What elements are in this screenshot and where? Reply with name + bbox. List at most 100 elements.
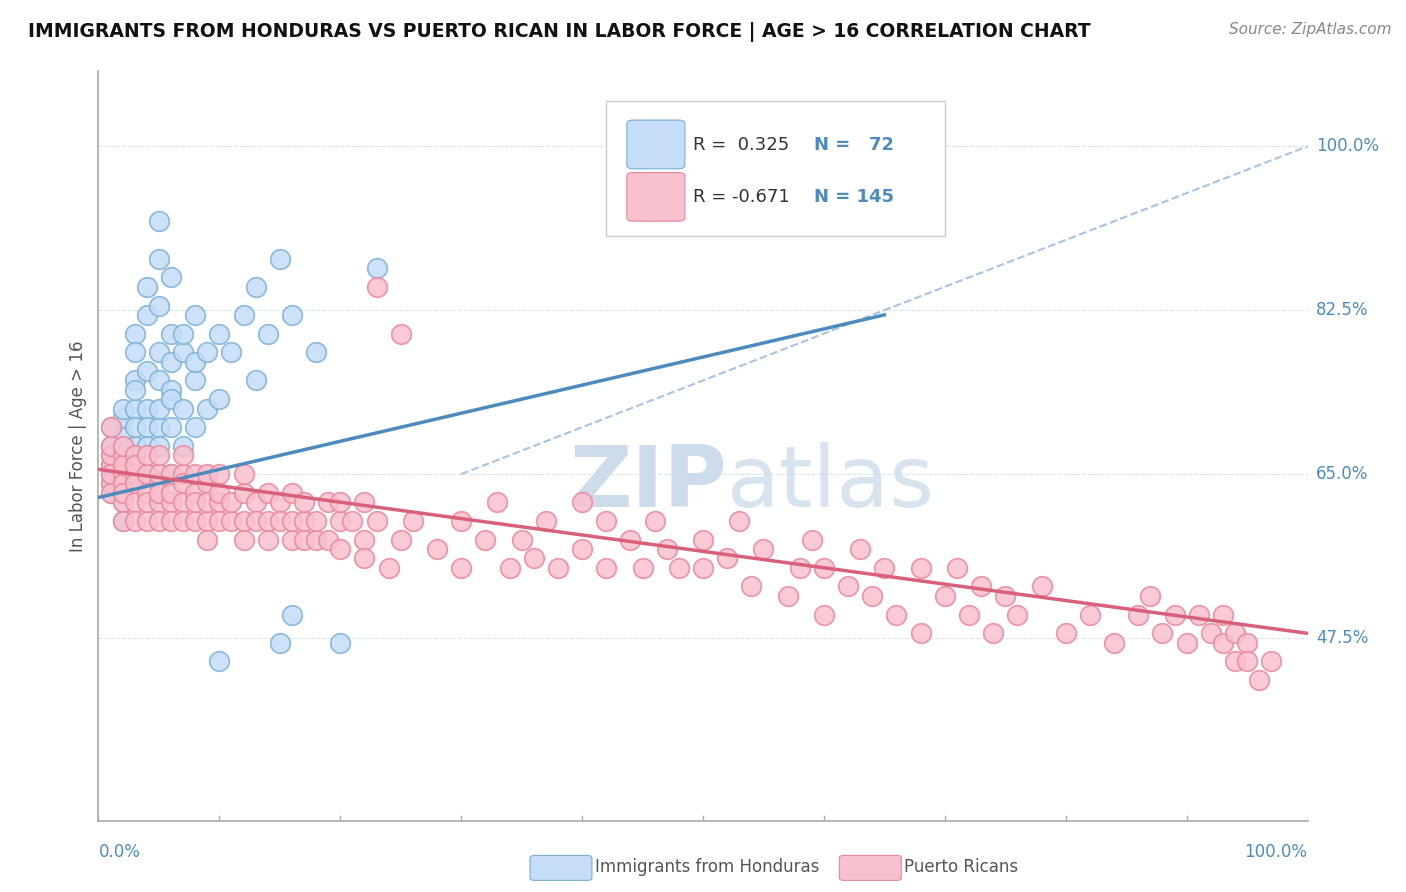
Text: 65.0%: 65.0% [1316,465,1368,483]
Point [160,467,183,482]
Point [813,561,835,575]
Point [184,420,207,434]
Point [124,374,146,388]
Point [160,355,183,369]
Point [172,449,194,463]
Point [135,467,157,482]
Point [148,345,170,359]
Point [111,411,134,425]
Point [571,495,593,509]
Point [111,495,134,509]
Point [776,589,799,603]
Point [800,533,823,547]
Point [329,495,352,509]
Point [160,326,183,341]
Point [1139,589,1161,603]
Point [208,655,231,669]
Point [208,514,231,528]
Point [124,467,146,482]
Point [100,458,122,472]
Point [160,270,183,285]
Point [111,401,134,416]
Point [631,561,654,575]
Point [160,467,183,482]
Point [100,420,122,434]
Text: Puerto Ricans: Puerto Ricans [904,858,1018,876]
Point [148,439,170,453]
Point [377,561,399,575]
Point [523,551,546,566]
Point [208,485,231,500]
Point [1249,673,1271,688]
Point [111,430,134,444]
Point [752,542,775,557]
Point [860,589,883,603]
Point [124,476,146,491]
Point [1102,636,1125,650]
Point [208,392,231,407]
Point [148,401,170,416]
Point [100,476,122,491]
Text: Immigrants from Honduras: Immigrants from Honduras [595,858,820,876]
Point [160,420,183,434]
Point [281,607,304,622]
Point [353,495,375,509]
Point [135,485,157,500]
Point [389,533,412,547]
Point [160,392,183,407]
Point [256,326,278,341]
Point [135,495,157,509]
Text: atlas: atlas [727,442,935,525]
Point [135,439,157,453]
Point [305,514,328,528]
Point [208,467,231,482]
Point [148,420,170,434]
Point [353,551,375,566]
Point [281,485,304,500]
Point [100,420,122,434]
Point [100,439,122,453]
Point [692,561,714,575]
FancyBboxPatch shape [627,172,685,221]
Text: R =  0.325: R = 0.325 [693,136,790,153]
Point [269,495,291,509]
Point [160,514,183,528]
Text: 82.5%: 82.5% [1316,301,1368,319]
Point [208,495,231,509]
Point [148,252,170,266]
Point [135,514,157,528]
Point [1212,607,1234,622]
Text: N = 145: N = 145 [814,188,894,206]
Point [111,514,134,528]
Point [740,580,762,594]
Point [111,467,134,482]
Point [100,467,122,482]
Point [389,326,412,341]
FancyBboxPatch shape [606,102,945,236]
Point [232,485,254,500]
Point [148,495,170,509]
Point [329,514,352,528]
Point [813,607,835,622]
Point [994,589,1017,603]
Point [135,308,157,322]
Point [148,485,170,500]
Point [1236,636,1258,650]
Point [450,561,472,575]
Point [1223,626,1246,640]
Point [426,542,449,557]
Point [111,449,134,463]
Point [245,280,267,294]
Point [366,261,388,276]
Point [1199,626,1222,640]
Point [269,514,291,528]
Point [124,420,146,434]
Point [1031,580,1053,594]
Point [184,355,207,369]
Point [184,514,207,528]
Point [256,533,278,547]
Point [100,439,122,453]
Point [1212,636,1234,650]
Point [100,485,122,500]
Point [160,495,183,509]
